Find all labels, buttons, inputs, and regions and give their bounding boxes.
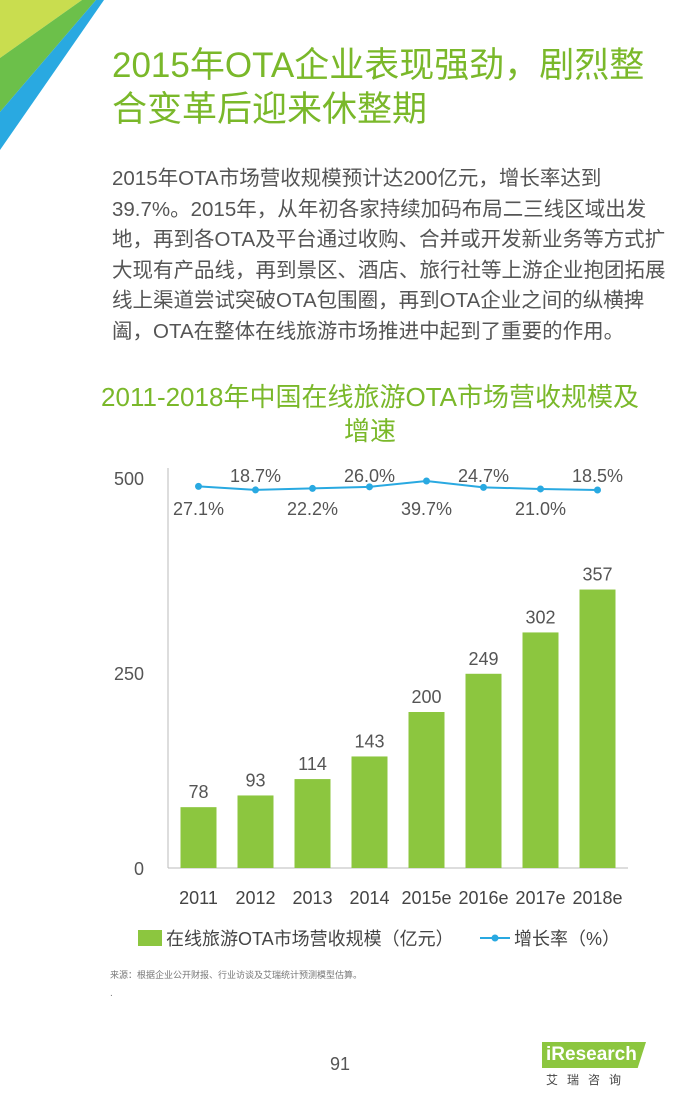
bar-2012 bbox=[237, 795, 274, 868]
growth-rate-label: 22.2% bbox=[287, 499, 338, 519]
growth-rate-point-2011 bbox=[195, 482, 202, 490]
growth-rate-point-2016e bbox=[480, 483, 487, 491]
bar-value-label: 302 bbox=[525, 607, 555, 627]
bar-2016e bbox=[465, 673, 502, 868]
growth-rate-point-2015e bbox=[423, 477, 430, 485]
x-tick-label: 2015e bbox=[401, 888, 451, 908]
growth-rate-point-2018e bbox=[594, 486, 601, 494]
logo-subtitle: 艾瑞咨询 bbox=[546, 1073, 631, 1087]
growth-rate-label: 24.7% bbox=[458, 466, 509, 486]
x-tick-label: 2012 bbox=[235, 888, 275, 908]
bar-2017e bbox=[522, 632, 559, 868]
logo-mark bbox=[542, 1042, 646, 1068]
iresearch-logo: iResearch 艾瑞咨询 bbox=[542, 1040, 652, 1090]
growth-rate-point-2013 bbox=[309, 484, 316, 492]
chart: 0 250 500 78 2011 93 2012 114 2013 143 2014 200 2015… bbox=[114, 466, 628, 949]
legend-line-marker bbox=[491, 934, 499, 942]
x-tick-label: 2017e bbox=[515, 888, 565, 908]
y-tick-label: 0 bbox=[134, 859, 144, 879]
growth-rate-label: 18.7% bbox=[230, 466, 281, 486]
bar-2014 bbox=[351, 756, 388, 868]
x-tick-label: 2016e bbox=[458, 888, 508, 908]
bar-2018e bbox=[579, 589, 616, 868]
bar-value-label: 93 bbox=[245, 770, 265, 790]
legend-bar-label: 在线旅游OTA市场营收规模（亿元） bbox=[166, 929, 454, 949]
growth-rate-label: 18.5% bbox=[572, 466, 623, 486]
bar-value-label: 143 bbox=[354, 731, 384, 751]
bar-value-label: 200 bbox=[411, 687, 441, 707]
body-paragraph: 2015年OTA市场营收规模预计达200亿元，增长率达到39.7%。2015年，… bbox=[112, 167, 666, 343]
y-tick-label: 250 bbox=[114, 664, 144, 684]
growth-rate-point-2014 bbox=[366, 483, 373, 491]
page-number: 91 bbox=[329, 1054, 351, 1074]
logo-text: iResearch bbox=[546, 1044, 637, 1065]
x-tick-label: 2018e bbox=[572, 888, 622, 908]
x-tick-label: 2013 bbox=[292, 888, 332, 908]
page-title: 2015年OTA企业表现强劲，剧烈整合变革后迎来休整期 bbox=[112, 46, 645, 129]
source-note: 来源：根据企业公开财报、行业访谈及艾瑞统计预测模型估算。 bbox=[110, 970, 363, 980]
bar-2013 bbox=[294, 779, 331, 868]
growth-rate-label: 21.0% bbox=[515, 499, 566, 519]
footnote-mark: . bbox=[110, 988, 113, 999]
x-tick-label: 2011 bbox=[179, 888, 218, 908]
corner-decoration bbox=[0, 0, 104, 150]
growth-rate-label: 26.0% bbox=[344, 466, 395, 486]
y-tick-label: 500 bbox=[114, 469, 144, 489]
x-tick-label: 2014 bbox=[349, 888, 389, 908]
legend-line-label: 增长率（%） bbox=[514, 929, 620, 949]
bar-value-label: 114 bbox=[298, 754, 327, 774]
growth-rate-label: 27.1% bbox=[173, 499, 224, 519]
bar-value-label: 249 bbox=[468, 649, 498, 669]
growth-rate-point-2012 bbox=[252, 486, 259, 494]
growth-rate-label: 39.7% bbox=[401, 499, 452, 519]
chart-title: 2011-2018年中国在线旅游OTA市场营收规模及增速 bbox=[101, 382, 639, 446]
bar-2011 bbox=[180, 807, 217, 868]
growth-rate-point-2017e bbox=[537, 485, 544, 493]
legend-bar-swatch bbox=[138, 930, 162, 946]
bar-value-label: 357 bbox=[582, 565, 612, 585]
bar-2015e bbox=[408, 712, 445, 868]
growth-rate-line bbox=[198, 479, 598, 491]
bar-value-label: 78 bbox=[188, 782, 208, 802]
